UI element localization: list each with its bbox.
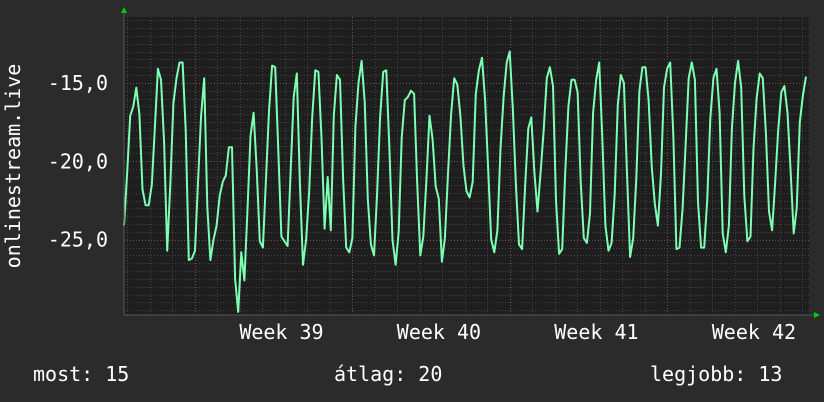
x-axis-arrow-icon [814, 312, 820, 318]
x-tick-label: Week 41 [554, 320, 638, 344]
y-tick-label: -15,0 [48, 71, 108, 95]
series-line [123, 50, 807, 313]
y-tick-label: -25,0 [48, 228, 108, 252]
y-axis-arrow-icon [121, 7, 127, 13]
plot-area [124, 17, 809, 315]
y-tick-label: -20,0 [48, 149, 108, 173]
x-tick-label: Week 39 [239, 320, 323, 344]
current-value: most: 15 [33, 362, 130, 386]
average-value: átlag: 20 [334, 362, 443, 386]
series-layer [123, 50, 807, 313]
y-axis-label: onlinestream.live [1, 64, 25, 269]
x-tick-label: Week 40 [397, 320, 481, 344]
axis-ticks: -15,0 -20,0 -25,0 Week 39 Week 40 Week 41 Week… [48, 71, 796, 344]
best-value: legjobb: 13 [650, 362, 783, 386]
x-tick-label: Week 42 [712, 320, 796, 344]
